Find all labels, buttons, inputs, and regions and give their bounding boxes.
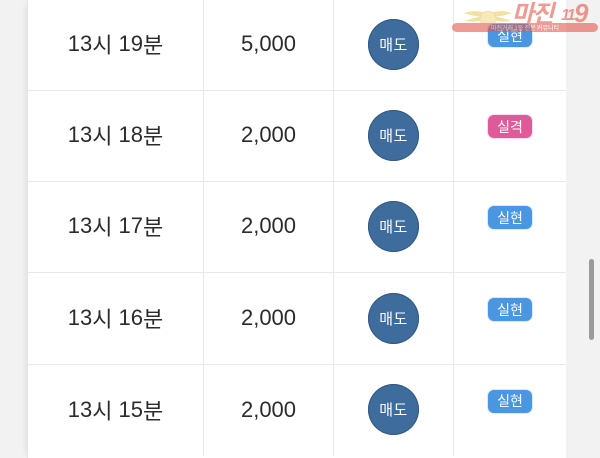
svg-text:9: 9 xyxy=(574,0,589,28)
